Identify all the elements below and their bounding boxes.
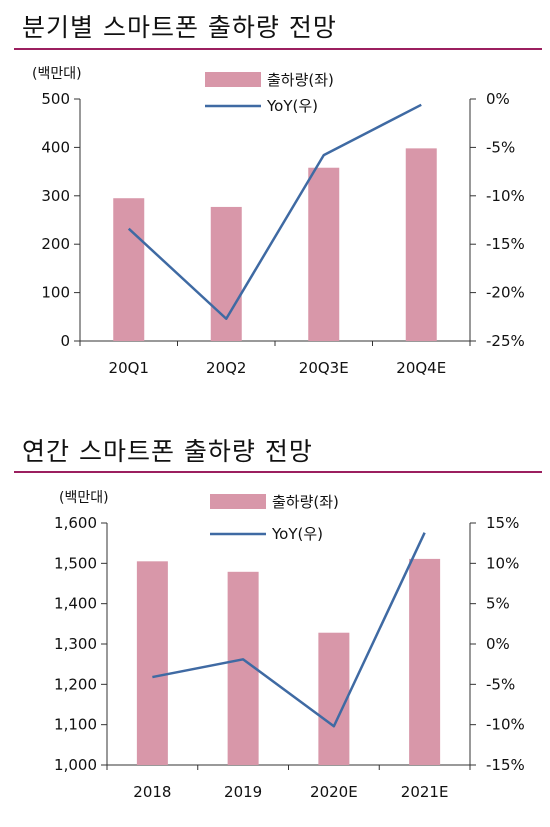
y-tick-label-right: 0% bbox=[486, 90, 510, 108]
y-tick-label-right: -15% bbox=[486, 235, 525, 253]
y-tick-label-right: 15% bbox=[486, 514, 519, 532]
x-tick-label: 20Q2 bbox=[206, 359, 246, 377]
y-tick-label-right: 0% bbox=[486, 635, 510, 653]
bar bbox=[113, 198, 145, 341]
bar bbox=[318, 632, 350, 765]
legend-label-line: YoY(우) bbox=[266, 97, 318, 115]
y-tick-label-right: -20% bbox=[486, 284, 525, 302]
y-tick-label-left: 200 bbox=[41, 235, 70, 253]
y-tick-label-left: 1,600 bbox=[54, 514, 97, 532]
y-tick-label-right: -15% bbox=[486, 756, 525, 774]
legend-label-bar: 출하량(좌) bbox=[272, 493, 339, 511]
y-tick-label-left: 1,400 bbox=[54, 595, 97, 613]
y-tick-label-right: -10% bbox=[486, 187, 525, 205]
x-tick-label: 20Q1 bbox=[109, 359, 149, 377]
x-tick-label: 2019 bbox=[224, 783, 262, 801]
y-tick-label-right: -10% bbox=[486, 716, 525, 734]
y-tick-label-left: 400 bbox=[41, 138, 70, 156]
bar bbox=[405, 148, 437, 341]
unit-label: (백만대) bbox=[32, 66, 82, 82]
y-tick-label-right: -5% bbox=[486, 675, 515, 693]
y-tick-label-right: 10% bbox=[486, 554, 519, 572]
title-rule bbox=[14, 471, 542, 473]
bar bbox=[136, 561, 168, 765]
legend-label-line: YoY(우) bbox=[271, 525, 323, 543]
x-tick-label: 2018 bbox=[133, 783, 171, 801]
title-rule bbox=[14, 48, 542, 50]
x-tick-label: 2020E bbox=[310, 783, 358, 801]
y-tick-label-left: 1,200 bbox=[54, 675, 97, 693]
y-tick-label-left: 1,300 bbox=[54, 635, 97, 653]
bar bbox=[409, 558, 441, 765]
yoy-line bbox=[127, 103, 422, 320]
y-tick-label-left: 1,000 bbox=[54, 756, 97, 774]
y-tick-label-right: -5% bbox=[486, 138, 515, 156]
y-tick-label-right: -25% bbox=[486, 332, 525, 350]
x-tick-label: 20Q4E bbox=[396, 359, 446, 377]
legend-label-bar: 출하량(좌) bbox=[267, 71, 334, 89]
unit-label: (백만대) bbox=[59, 490, 109, 506]
y-tick-label-left: 500 bbox=[41, 90, 70, 108]
quarterly-chart-panel: 분기별 스마트폰 출하량 전망 (백만대) 0 100 200 300 400 500 0% -… bbox=[0, 0, 550, 400]
yoy-line bbox=[152, 532, 426, 728]
y-tick-label-left: 1,500 bbox=[54, 554, 97, 572]
x-tick-label: 2021E bbox=[401, 783, 449, 801]
quarterly-chart: (백만대) 0 100 200 300 400 500 0% -5% -10% -15% -20% -2… bbox=[32, 66, 525, 377]
legend-swatch-bar bbox=[210, 494, 266, 509]
y-tick-label-left: 1,100 bbox=[54, 716, 97, 734]
legend-swatch-bar bbox=[205, 72, 261, 87]
chart-title: 연간 스마트폰 출하량 전망 bbox=[22, 437, 313, 466]
chart-title: 분기별 스마트폰 출하량 전망 bbox=[22, 13, 337, 42]
bar bbox=[308, 167, 340, 341]
y-tick-label-left: 100 bbox=[41, 284, 70, 302]
y-tick-label-left: 0 bbox=[60, 332, 70, 350]
y-tick-label-right: 5% bbox=[486, 595, 510, 613]
x-tick-label: 20Q3E bbox=[299, 359, 349, 377]
y-tick-label-left: 300 bbox=[41, 187, 70, 205]
